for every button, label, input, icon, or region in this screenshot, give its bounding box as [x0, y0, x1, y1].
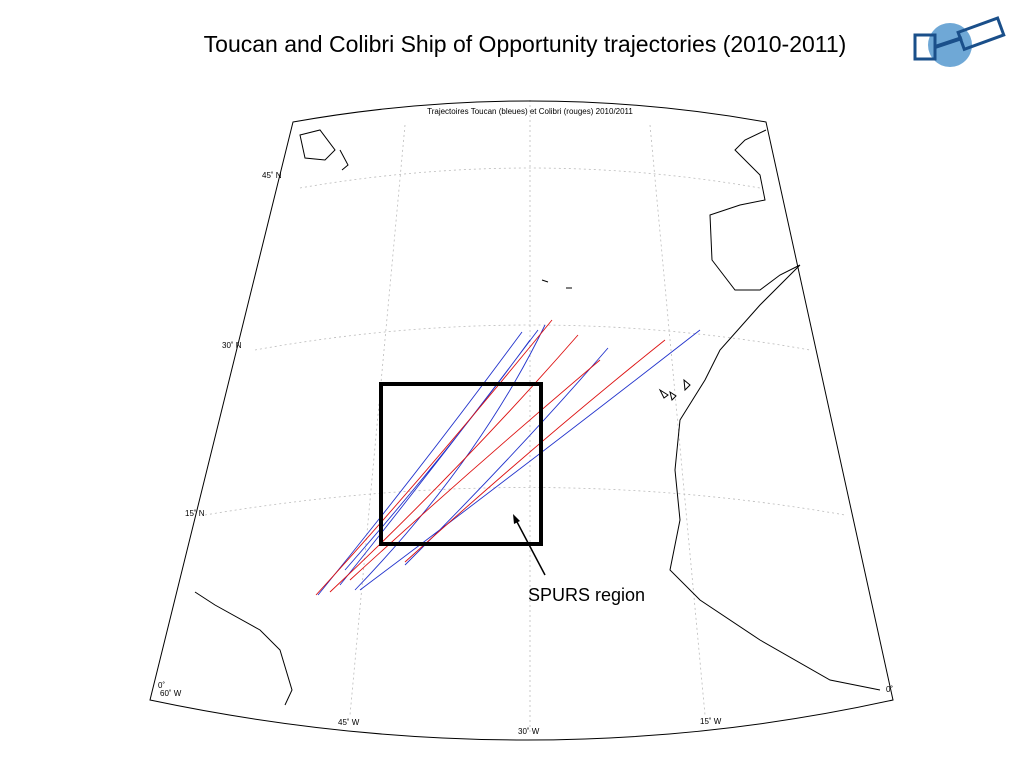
slide-title: Toucan and Colibri Ship of Opportunity t…: [204, 31, 847, 57]
lon-label: 30˚ W: [518, 727, 540, 736]
annotation: SPURS region: [528, 585, 645, 605]
lat-label: 15˚ N: [185, 509, 205, 518]
lon-label: 0˚: [886, 685, 893, 694]
lat-label: 0˚: [158, 681, 165, 690]
logo: [913, 16, 1006, 67]
map: SPURS region 45˚ N 30˚ N 15˚ N 0˚ 60˚ W …: [149, 100, 894, 741]
lat-label: 45˚ N: [262, 171, 282, 180]
lat-label: 30˚ N: [222, 341, 242, 350]
lon-label: 60˚ W: [160, 689, 182, 698]
lon-label: 45˚ W: [338, 718, 360, 727]
lon-label: 15˚ W: [700, 717, 722, 726]
